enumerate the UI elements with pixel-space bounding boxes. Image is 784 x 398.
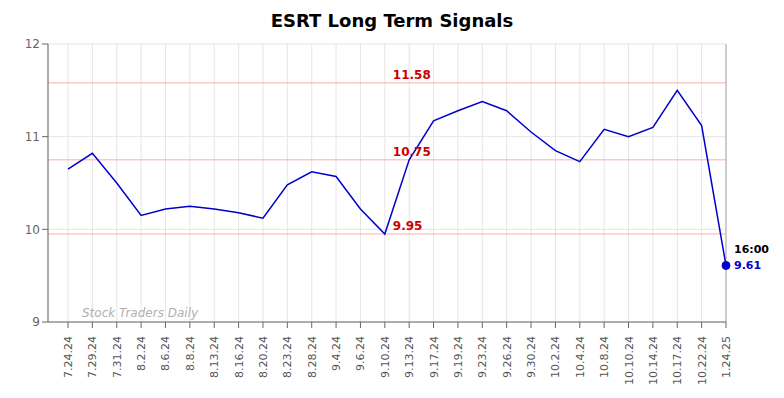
svg-text:9.10.24: 9.10.24 bbox=[379, 336, 392, 378]
svg-text:9.4.24: 9.4.24 bbox=[330, 336, 343, 371]
svg-text:12: 12 bbox=[25, 37, 40, 51]
svg-text:10.10.24: 10.10.24 bbox=[623, 336, 636, 385]
svg-text:8.13.24: 8.13.24 bbox=[208, 336, 221, 378]
svg-text:Stock Traders Daily: Stock Traders Daily bbox=[82, 306, 199, 320]
html-text:ESRT Long Term Signals: ESRT Long Term Signals bbox=[270, 10, 514, 31]
svg-text:8.2.24: 8.2.24 bbox=[135, 336, 148, 371]
svg-text:9.17.24: 9.17.24 bbox=[428, 336, 441, 378]
svg-text:7.29.24: 7.29.24 bbox=[86, 336, 99, 378]
svg-text:8.23.24: 8.23.24 bbox=[281, 336, 294, 378]
svg-text:16:00: 16:00 bbox=[734, 243, 769, 256]
svg-text:9.26.24: 9.26.24 bbox=[501, 336, 514, 378]
svg-text:10.2.24: 10.2.24 bbox=[549, 336, 562, 378]
svg-text:8.16.24: 8.16.24 bbox=[233, 336, 246, 378]
svg-text:9: 9 bbox=[32, 315, 40, 329]
svg-text:11.58: 11.58 bbox=[393, 68, 431, 82]
svg-text:10.75: 10.75 bbox=[393, 145, 431, 159]
svg-text:10.17.24: 10.17.24 bbox=[671, 336, 684, 385]
svg-text:9.13.24: 9.13.24 bbox=[403, 336, 416, 378]
svg-text:9.61: 9.61 bbox=[734, 259, 761, 272]
svg-text:10: 10 bbox=[25, 223, 40, 237]
svg-text:7.31.24: 7.31.24 bbox=[111, 336, 124, 378]
svg-text:9.23.24: 9.23.24 bbox=[476, 336, 489, 378]
svg-text:10.22.24: 10.22.24 bbox=[696, 336, 709, 385]
svg-text:8.8.24: 8.8.24 bbox=[184, 336, 197, 371]
svg-text:9.30.24: 9.30.24 bbox=[525, 336, 538, 378]
svg-text:8.6.24: 8.6.24 bbox=[159, 336, 172, 371]
svg-text:10.8.24: 10.8.24 bbox=[598, 336, 611, 378]
svg-text:9.6.24: 9.6.24 bbox=[354, 336, 367, 371]
svg-text:1.24.25: 1.24.25 bbox=[720, 336, 733, 378]
svg-text:8.28.24: 8.28.24 bbox=[306, 336, 319, 378]
svg-text:10.4.24: 10.4.24 bbox=[574, 336, 587, 378]
svg-text:9.19.24: 9.19.24 bbox=[452, 336, 465, 378]
svg-text:8.20.24: 8.20.24 bbox=[257, 336, 270, 378]
svg-text:9.95: 9.95 bbox=[393, 219, 423, 233]
svg-text:7.24.24: 7.24.24 bbox=[62, 336, 75, 378]
svg-text:11: 11 bbox=[25, 130, 40, 144]
svg-text:10.14.24: 10.14.24 bbox=[647, 336, 660, 385]
